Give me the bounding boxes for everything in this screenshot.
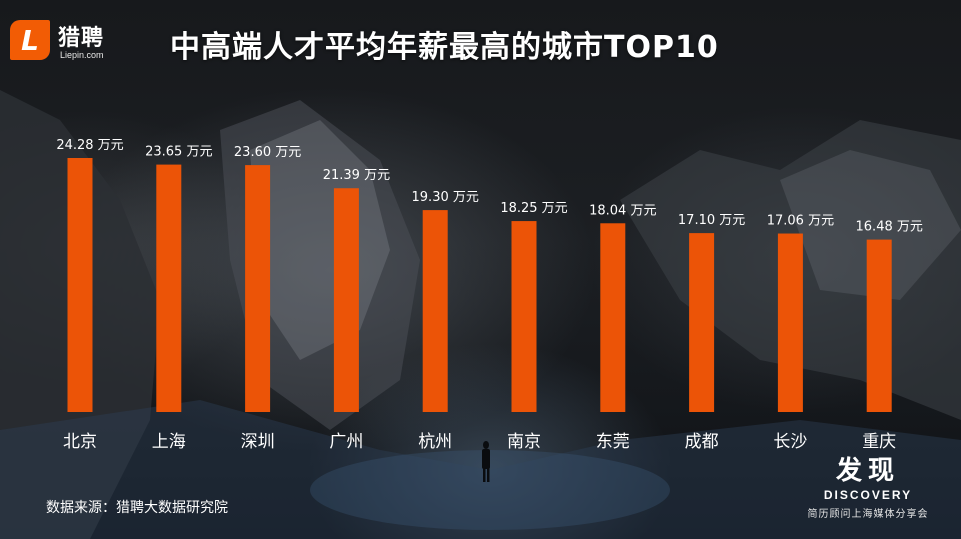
data-label-1: 23.65 万元 [145,145,212,160]
category-label-4: 杭州 [418,432,452,452]
category-label-2: 深圳 [241,432,275,452]
category-label-7: 成都 [685,432,719,452]
brand-subtitle: 简历顾问上海媒体分享会 [807,509,929,520]
logo-name: 猎聘 [58,26,105,51]
category-label-8: 长沙 [773,432,807,452]
category-label-9: 重庆 [862,432,896,452]
logo-domain: Liepin.com [60,50,104,60]
data-label-6: 18.04 万元 [589,203,656,218]
bar-6 [600,223,626,412]
category-label-6: 东莞 [596,432,630,452]
data-label-8: 17.06 万元 [767,214,834,229]
chart-title: 中高端人才平均年薪最高的城市TOP10 [170,30,719,65]
bar-3 [333,188,359,412]
bar-8 [777,233,803,412]
bar-1 [156,164,182,412]
data-label-5: 18.25 万元 [500,201,567,216]
bar-5 [511,221,537,412]
bar-0 [67,158,93,412]
category-label-1: 上海 [152,432,186,452]
data-source-note: 数据来源：猎聘大数据研究院 [46,500,228,516]
data-label-7: 17.10 万元 [678,213,745,228]
data-label-9: 16.48 万元 [856,220,923,235]
bar-7 [689,233,715,412]
data-label-2: 23.60 万元 [234,145,301,160]
category-label-0: 北京 [63,432,97,452]
data-label-0: 24.28 万元 [56,138,123,153]
discovery-brand: 发现 DISCOVERY 简历顾问上海媒体分享会 [793,456,943,520]
category-label-5: 南京 [507,432,541,452]
data-label-3: 21.39 万元 [323,168,390,183]
liepin-logo: L 猎聘 Liepin.com [10,18,150,66]
brand-name-en: DISCOVERY [823,488,913,502]
bar-9 [866,239,892,412]
logo-mark-letter: L [21,23,39,57]
person-silhouette [482,441,490,482]
bar-4 [422,210,448,412]
category-label-3: 广州 [329,432,363,452]
data-label-4: 19.30 万元 [412,190,479,205]
bar-2 [245,165,271,412]
liepin-logo-mark-icon: L [10,20,50,60]
brand-name-cn: 发现 [835,456,900,486]
